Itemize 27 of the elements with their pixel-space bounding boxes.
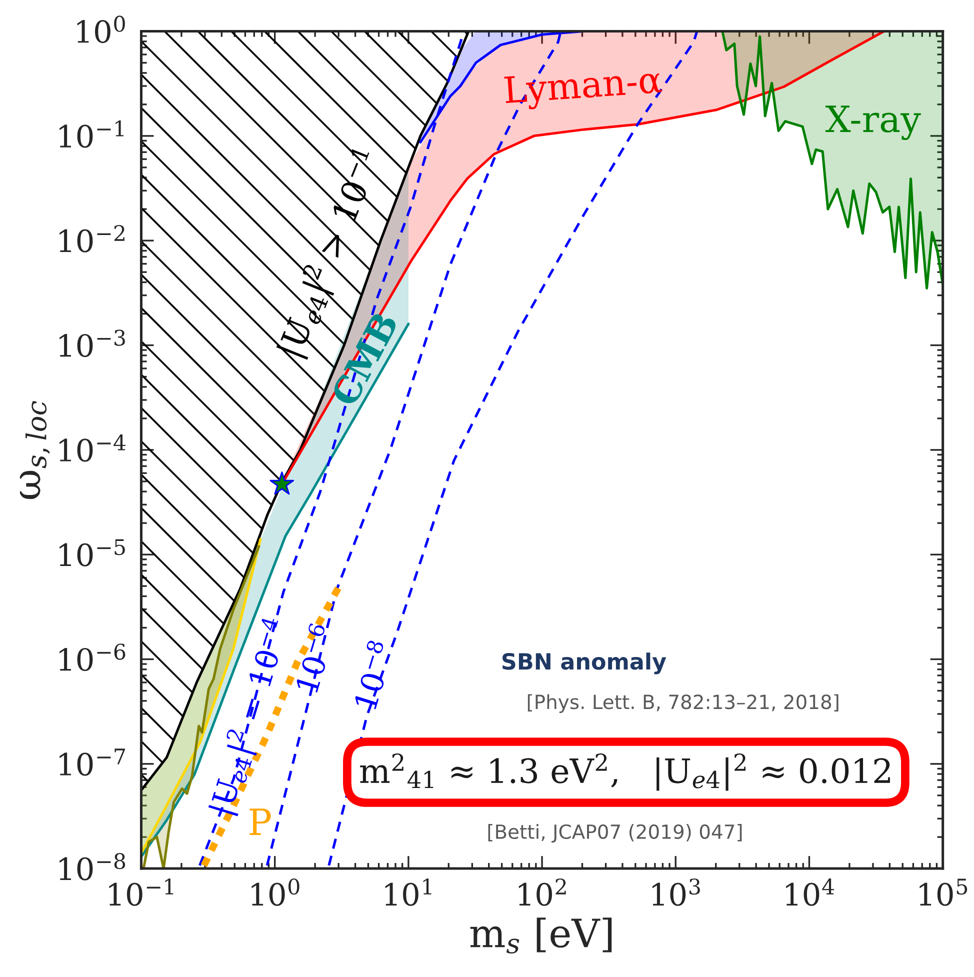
annotation: P: [250, 808, 271, 835]
x-tick-label: 10$^{3}$: [652, 878, 700, 906]
annotation: CMB: [330, 310, 399, 408]
x-tick-label: 10$^{4}$: [786, 878, 834, 906]
annotation: 10$^{−8}$: [350, 639, 395, 710]
y-tick-label: 10$^{−4}$: [60, 434, 126, 462]
x-tick-label: 10$^{−1}$: [109, 878, 174, 906]
x-tick-label: 10$^{0}$: [252, 878, 300, 906]
y-tick-label: 10$^{−7}$: [60, 748, 125, 776]
x-axis-title: m$_{s}$ [eV]: [470, 918, 612, 954]
y-tick-label: 10$^{−5}$: [60, 539, 125, 566]
annotation: [Betti, JCAP07 (2019) 047]: [488, 824, 742, 843]
annotation: X-ray: [825, 106, 921, 140]
y-tick-label: 10$^{−8}$: [60, 852, 126, 880]
y-tick-label: 10$^{−2}$: [60, 225, 124, 252]
annotation: [Phys. Lett. B, 782:13–21, 2018]: [528, 694, 838, 714]
annotation: Lyman-α: [504, 66, 663, 112]
y-tick-label: 10$^{−1}$: [60, 120, 124, 148]
x-tick-label: 10$^{5}$: [920, 878, 968, 906]
x-tick-label: 10$^{2}$: [518, 878, 566, 906]
annotation: SBN anomaly: [502, 652, 666, 674]
y-axis-title: ω$_{s,loc}$: [20, 400, 50, 499]
y-tick-label: 10$^{0}$: [77, 16, 125, 44]
x-tick-label: 10$^{1}$: [385, 878, 432, 906]
y-tick-label: 10$^{−6}$: [60, 644, 126, 672]
text: m$^{2}$$_{41}$ ≈ 1.3 eV$^{2}$, |U$_{e4}$|$^{2}$ ≈ 0.012: [360, 753, 890, 791]
y-tick-label: 10$^{−3}$: [60, 330, 125, 358]
